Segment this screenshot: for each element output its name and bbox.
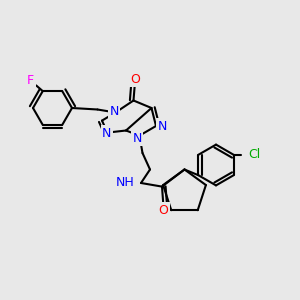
Text: F: F (27, 74, 34, 87)
Text: N: N (102, 127, 112, 140)
Text: O: O (130, 73, 140, 86)
Text: N: N (158, 119, 167, 133)
Text: N: N (132, 131, 142, 145)
Text: NH: NH (116, 176, 134, 190)
Text: Cl: Cl (249, 148, 261, 161)
Text: O: O (159, 203, 168, 217)
Text: N: N (109, 105, 119, 118)
